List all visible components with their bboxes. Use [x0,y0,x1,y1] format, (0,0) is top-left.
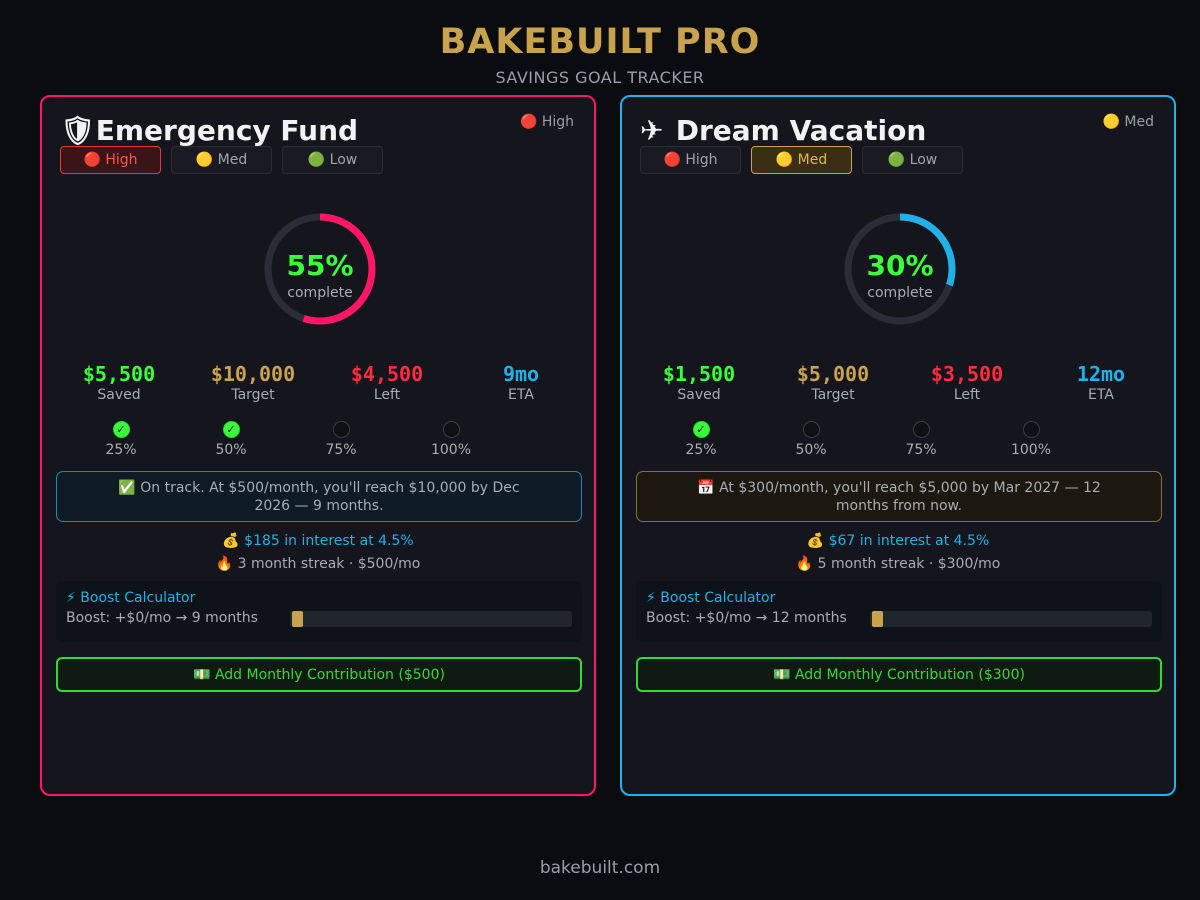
milestones: ✓ 25% ✓ 50% 75% 100% [66,421,506,458]
boost-title: ⚡ Boost Calculator [646,590,776,606]
priority-low-button[interactable]: 🟢 Low [862,146,963,174]
priority-badge: 🔴 High [519,114,574,130]
streak-text: 🔥 5 month streak · $300/mo [795,556,1001,572]
interest-text: 💰 $185 in interest at 4.5% [222,533,414,549]
stat-saved: $5,500 Saved [52,362,186,403]
goal-title: ✈ Dream Vacation [640,114,926,147]
shield-icon: 🛡 [60,114,96,147]
stat-value: $4,500 [350,362,424,386]
milestone-label: 75% [325,442,357,458]
boost-text: Boost: +$0/mo → 12 months [646,610,847,626]
milestone-label: 100% [1010,442,1052,458]
stat-value: $3,500 [930,362,1004,386]
boost-slider[interactable] [290,611,572,627]
milestone-75: 75% [286,421,396,458]
stat-label: Saved [97,387,141,403]
priority-selector: 🔴 High 🟡 Med 🟢 Low [640,146,963,174]
boost-title: ⚡ Boost Calculator [66,590,196,606]
stat-eta: 12mo ETA [1034,362,1168,403]
progress-ring-arc [844,213,956,325]
status-message: ✅ On track. At $500/month, you'll reach … [56,471,582,522]
milestone-check-icon: ✓ [692,421,710,438]
milestone-100: 100% [976,421,1086,458]
milestone-check-icon [332,421,350,438]
stat-value: $5,000 [796,362,870,386]
stat-target: $10,000 Target [186,362,320,403]
stat-value: $10,000 [210,362,296,386]
airplane-icon: ✈ [640,114,664,147]
milestone-check-icon: ✓ [112,421,130,438]
interest-text: 💰 $67 in interest at 4.5% [806,533,990,549]
progress-ring: 55% complete [260,209,380,329]
milestone-check-icon [912,421,930,438]
stat-label: ETA [508,387,534,403]
stat-label: Left [953,387,981,403]
stat-value: $5,500 [82,362,156,386]
app-title: BAKEBUILT PRO [439,22,761,62]
priority-badge: 🟡 Med [1102,114,1154,130]
stat-target: $5,000 Target [766,362,900,403]
progress-complete-label: complete [287,285,353,301]
milestone-label: 75% [905,442,937,458]
progress-complete-label: complete [867,285,933,301]
progress-percent: 55% [286,249,354,282]
add-contribution-button[interactable]: 💵 Add Monthly Contribution ($300) [636,657,1162,692]
boost-slider-thumb[interactable] [872,611,883,627]
milestone-25: ✓ 25% [646,421,756,458]
milestone-label: 50% [795,442,827,458]
progress-ring-arc [264,213,376,325]
milestone-check-icon [1022,421,1040,438]
status-message: 📅 At $300/month, you'll reach $5,000 by … [636,471,1162,522]
stat-value: 9mo [502,362,540,386]
milestone-label: 25% [105,442,137,458]
milestone-check-icon [442,421,460,438]
stat-label: Saved [677,387,721,403]
stats-row: $1,500 Saved $5,000 Target $3,500 Left 1… [632,362,1168,403]
milestone-100: 100% [396,421,506,458]
goal-card-emergency-fund: 🛡 Emergency Fund 🔴 High 🔴 High 🟡 Med 🟢 L… [40,95,596,796]
stat-value: $1,500 [662,362,736,386]
priority-selector: 🔴 High 🟡 Med 🟢 Low [60,146,383,174]
priority-med-button[interactable]: 🟡 Med [751,146,852,174]
priority-med-button[interactable]: 🟡 Med [171,146,272,174]
stat-left: $4,500 Left [320,362,454,403]
boost-slider[interactable] [870,611,1152,627]
priority-high-button[interactable]: 🔴 High [640,146,741,174]
add-contribution-button[interactable]: 💵 Add Monthly Contribution ($500) [56,657,582,692]
milestone-label: 50% [215,442,247,458]
progress-ring: 30% complete [840,209,960,329]
goal-title-text: Emergency Fund [95,114,359,147]
priority-low-button[interactable]: 🟢 Low [282,146,383,174]
streak-text: 🔥 3 month streak · $500/mo [215,556,421,572]
goal-title-text: Dream Vacation [675,114,927,147]
milestone-25: ✓ 25% [66,421,176,458]
milestone-label: 25% [685,442,717,458]
milestone-50: ✓ 50% [176,421,286,458]
goal-card-dream-vacation: ✈ Dream Vacation 🟡 Med 🔴 High 🟡 Med 🟢 Lo… [620,95,1176,796]
stats-row: $5,500 Saved $10,000 Target $4,500 Left … [52,362,588,403]
stat-label: ETA [1088,387,1114,403]
milestone-check-icon: ✓ [222,421,240,438]
stat-label: Target [231,387,275,403]
stat-value: 12mo [1076,362,1126,386]
milestones: ✓ 25% 50% 75% 100% [646,421,1086,458]
boost-text: Boost: +$0/mo → 9 months [66,610,258,626]
stat-left: $3,500 Left [900,362,1034,403]
priority-high-button[interactable]: 🔴 High [60,146,161,174]
goal-title: 🛡 Emergency Fund [60,114,358,147]
stat-label: Target [811,387,855,403]
stat-saved: $1,500 Saved [632,362,766,403]
milestone-75: 75% [866,421,976,458]
app-subtitle: SAVINGS GOAL TRACKER [495,68,705,87]
milestone-label: 100% [430,442,472,458]
boost-calculator: ⚡ Boost Calculator Boost: +$0/mo → 12 mo… [636,581,1162,642]
boost-calculator: ⚡ Boost Calculator Boost: +$0/mo → 9 mon… [56,581,582,642]
milestone-50: 50% [756,421,866,458]
footer-link[interactable]: bakebuilt.com [539,858,661,878]
stat-eta: 9mo ETA [454,362,588,403]
boost-slider-thumb[interactable] [292,611,303,627]
progress-percent: 30% [866,249,934,282]
stat-label: Left [373,387,401,403]
milestone-check-icon [802,421,820,438]
